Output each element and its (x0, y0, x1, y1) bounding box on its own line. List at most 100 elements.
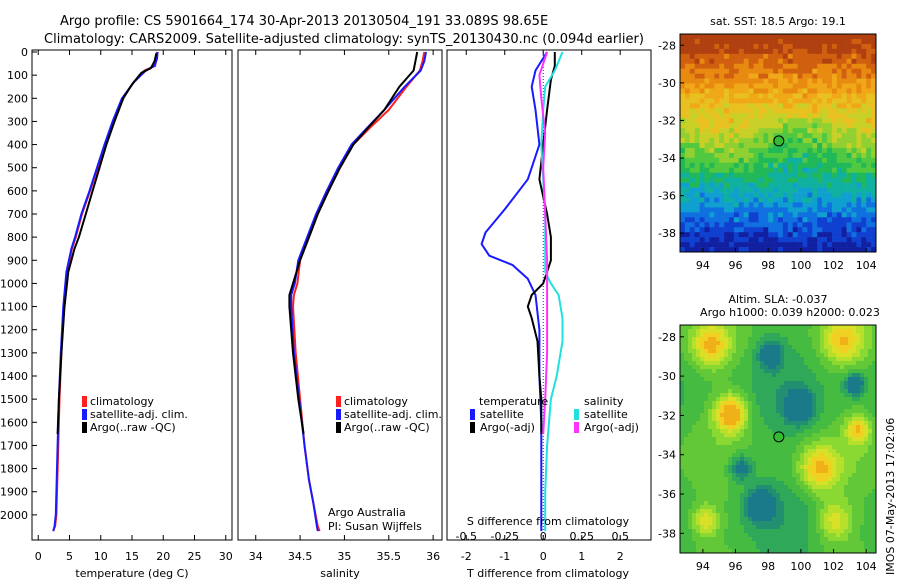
sst-cell (758, 177, 764, 183)
sst-cell (748, 182, 754, 188)
sla-cell (728, 389, 733, 394)
sst-cell (748, 177, 754, 183)
sla-cell (748, 449, 753, 454)
sla-cell (800, 501, 805, 506)
sst-cell (861, 162, 867, 169)
sla-cell (780, 337, 785, 342)
sla-cell (804, 457, 809, 462)
sla-cell (716, 501, 721, 506)
sla-cell (756, 425, 761, 430)
sst-cell (743, 202, 749, 208)
sst-cell (802, 118, 808, 124)
sst-cell (797, 138, 803, 144)
sla-cell (776, 477, 781, 482)
sla-cell (700, 481, 705, 486)
sla-cell (864, 489, 869, 494)
sla-cell (828, 389, 833, 394)
sst-cell (743, 68, 749, 74)
sla-cell (716, 361, 721, 366)
sst-cell (802, 217, 808, 223)
sst-cell (763, 48, 769, 55)
sla-cell (728, 441, 733, 446)
sst-cell (807, 128, 813, 134)
sst-cell (827, 78, 833, 84)
sla-cell (736, 517, 741, 522)
sla-cell (844, 381, 849, 386)
sla-cell (872, 373, 877, 378)
sla-cell (860, 441, 865, 446)
sla-cell (708, 333, 713, 338)
sla-cell (860, 397, 865, 402)
sst-cell (812, 232, 818, 238)
sla-cell (760, 481, 765, 486)
sla-cell (740, 481, 745, 486)
sst-cell (861, 98, 867, 104)
sla-cell (756, 337, 761, 342)
sst-cell (827, 177, 833, 183)
sla-cell (816, 345, 821, 350)
sst-cell (851, 113, 857, 119)
sst-cell (778, 162, 784, 169)
sst-cell (846, 68, 852, 74)
sst-cell (866, 202, 872, 208)
sst-cell (841, 103, 847, 109)
sla-cell (760, 461, 765, 466)
sla-cell (680, 501, 685, 506)
sst-cell (768, 222, 774, 228)
sla-cell (784, 409, 789, 414)
sst-cell (724, 38, 730, 45)
sla-cell (708, 429, 713, 434)
sst-cell (822, 83, 828, 89)
sla-cell (696, 517, 701, 522)
sla-cell (704, 497, 709, 502)
sla-cell (792, 489, 797, 494)
sst-cell (782, 167, 789, 174)
sla-cell (840, 469, 845, 474)
sla-cell (692, 449, 697, 454)
sla-cell (704, 545, 709, 550)
sla-cell (816, 485, 821, 490)
sla-cell (708, 393, 713, 398)
sst-cell (768, 83, 774, 89)
sla-cell (828, 505, 833, 510)
sla-cell (692, 405, 697, 410)
sla-cell (832, 525, 837, 530)
sst-cell (827, 123, 833, 129)
sla-cell (864, 337, 869, 342)
sla-cell (792, 413, 797, 418)
sla-cell (692, 353, 697, 358)
sla-cell (692, 525, 697, 530)
sst-cell (792, 237, 798, 243)
sst-cell (792, 162, 798, 169)
depth-tick-label: 0 (21, 46, 28, 59)
sla-cell (684, 325, 689, 330)
sst-cell (797, 34, 803, 40)
sla-cell (860, 405, 865, 410)
sst-cell (797, 202, 803, 208)
sla-cell (784, 517, 789, 522)
sla-cell (768, 325, 773, 330)
sst-cell (778, 207, 784, 213)
sst-cell (738, 138, 744, 144)
sst-cell (763, 98, 769, 104)
sst-cell (694, 88, 700, 94)
sla-cell (732, 389, 737, 394)
sla-cell (700, 433, 705, 438)
lat-tick-label: -30 (658, 370, 676, 383)
sla-cell (748, 529, 753, 534)
sla-cell (844, 357, 849, 362)
sla-cell (780, 369, 785, 374)
sla-cell (808, 353, 813, 358)
sst-cell (861, 143, 867, 149)
sst-cell (787, 93, 793, 99)
sla-cell (812, 461, 817, 466)
sla-cell (792, 385, 797, 390)
sla-cell (864, 509, 869, 514)
sst-cell (699, 103, 705, 109)
sst-cell (704, 118, 710, 124)
sst-cell (782, 108, 789, 114)
sst-cell (719, 187, 725, 193)
sst-cell (680, 58, 686, 65)
sla-cell (776, 545, 781, 550)
sla-cell (820, 545, 825, 550)
